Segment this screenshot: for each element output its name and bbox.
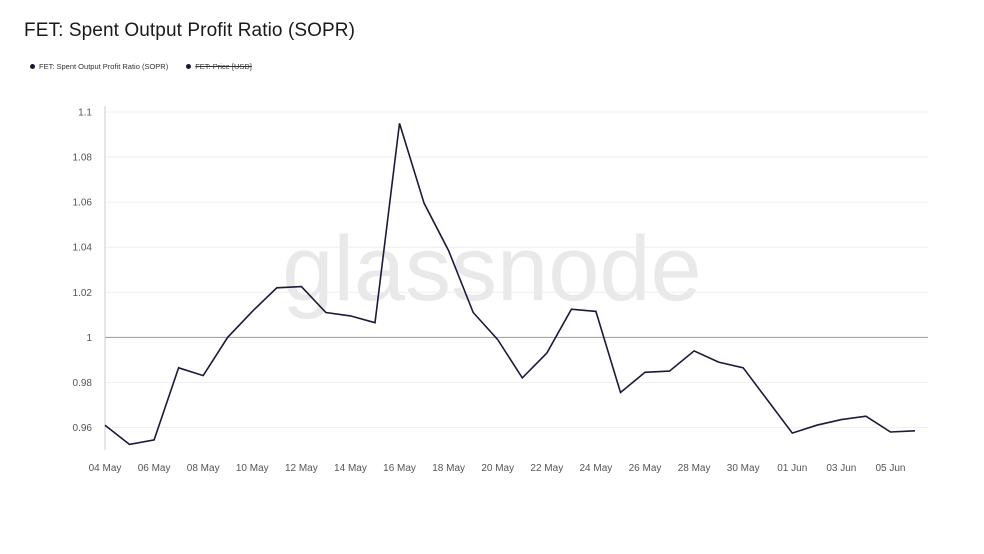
x-tick-label: 22 May bbox=[530, 463, 563, 474]
x-tick-label: 10 May bbox=[236, 463, 269, 474]
y-tick-label: 0.96 bbox=[73, 423, 93, 434]
data-point[interactable] bbox=[323, 310, 329, 316]
series-layer bbox=[102, 120, 918, 447]
data-point[interactable] bbox=[887, 429, 893, 435]
x-tick-label: 24 May bbox=[580, 463, 613, 474]
x-tick-label: 28 May bbox=[678, 463, 711, 474]
data-point[interactable] bbox=[642, 369, 648, 375]
data-point[interactable] bbox=[421, 200, 427, 206]
tick-labels: 0.96 0.98 1 1.02 1.04 1.06 1.08 1.1 04 May 06 May… bbox=[73, 108, 906, 475]
data-point[interactable] bbox=[863, 413, 869, 419]
data-point[interactable] bbox=[716, 359, 722, 365]
data-point[interactable] bbox=[200, 373, 206, 379]
y-tick-label: 1.02 bbox=[73, 288, 93, 299]
data-point[interactable] bbox=[617, 390, 623, 396]
x-tick-label: 01 Jun bbox=[777, 463, 807, 474]
x-tick-label: 26 May bbox=[629, 463, 662, 474]
legend-label-price: FET: Price [USD] bbox=[195, 62, 252, 71]
data-point[interactable] bbox=[102, 422, 108, 428]
legend-item-price[interactable]: FET: Price [USD] bbox=[186, 62, 252, 71]
x-tick-label: 05 Jun bbox=[875, 463, 905, 474]
x-tick-label: 06 May bbox=[138, 463, 171, 474]
data-point[interactable] bbox=[765, 397, 771, 403]
data-point[interactable] bbox=[127, 441, 133, 447]
legend: FET: Spent Output Profit Ratio (SOPR) FE… bbox=[30, 62, 252, 71]
legend-dot-icon bbox=[30, 64, 35, 69]
data-point[interactable] bbox=[519, 375, 525, 381]
grid-lines bbox=[105, 111, 928, 428]
x-tick-label: 18 May bbox=[432, 463, 465, 474]
y-tick-label: 1 bbox=[86, 333, 92, 344]
data-point[interactable] bbox=[151, 437, 157, 443]
data-point[interactable] bbox=[470, 310, 476, 316]
watermark-logo: glassnode bbox=[282, 218, 701, 320]
chart-title: FET: Spent Output Profit Ratio (SOPR) bbox=[24, 20, 356, 41]
y-tick-label: 1.04 bbox=[73, 243, 93, 254]
x-tick-label: 12 May bbox=[285, 463, 318, 474]
y-tick-label: 1.1 bbox=[78, 108, 92, 119]
x-tick-label: 20 May bbox=[481, 463, 514, 474]
data-point[interactable] bbox=[446, 248, 452, 254]
data-point[interactable] bbox=[691, 348, 697, 354]
legend-label-sopr: FET: Spent Output Profit Ratio (SOPR) bbox=[39, 62, 169, 71]
data-point[interactable] bbox=[667, 368, 673, 374]
data-point[interactable] bbox=[495, 337, 501, 343]
x-tick-label: 16 May bbox=[383, 463, 416, 474]
data-point[interactable] bbox=[740, 365, 746, 371]
data-point[interactable] bbox=[298, 284, 304, 290]
legend-dot-icon bbox=[186, 64, 192, 69]
data-point[interactable] bbox=[176, 365, 182, 371]
x-tick-label: 08 May bbox=[187, 463, 220, 474]
data-point[interactable] bbox=[274, 285, 280, 291]
data-point[interactable] bbox=[838, 417, 844, 423]
data-point[interactable] bbox=[397, 120, 403, 126]
data-point[interactable] bbox=[568, 306, 574, 312]
y-tick-label: 1.06 bbox=[73, 198, 93, 209]
x-tick-label: 04 May bbox=[89, 463, 122, 474]
y-tick-label: 1.08 bbox=[73, 153, 93, 164]
data-point[interactable] bbox=[249, 308, 255, 314]
x-tick-label: 14 May bbox=[334, 463, 367, 474]
data-point[interactable] bbox=[225, 334, 231, 340]
series-line-sopr bbox=[104, 123, 916, 446]
data-point[interactable] bbox=[789, 430, 795, 436]
data-point[interactable] bbox=[347, 313, 353, 319]
data-point[interactable] bbox=[912, 428, 918, 434]
x-tick-label: 30 May bbox=[727, 463, 760, 474]
data-point[interactable] bbox=[814, 422, 820, 428]
data-point[interactable] bbox=[372, 320, 378, 326]
x-tick-label: 03 Jun bbox=[826, 463, 856, 474]
data-point[interactable] bbox=[544, 350, 550, 356]
data-point[interactable] bbox=[593, 308, 599, 314]
y-tick-label: 0.98 bbox=[73, 378, 93, 389]
legend-item-sopr[interactable]: FET: Spent Output Profit Ratio (SOPR) bbox=[30, 62, 168, 71]
